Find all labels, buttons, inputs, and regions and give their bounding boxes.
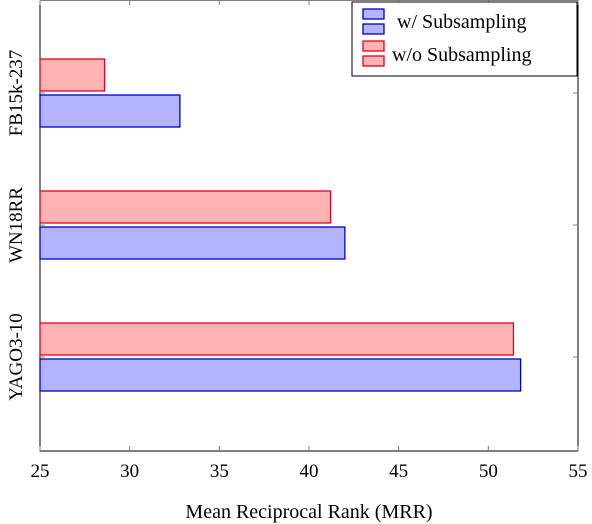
legend-box [351, 1, 578, 77]
legend: w/ Subsampling w/o Subsampling [351, 1, 578, 77]
x-tick-label-50: 50 [479, 461, 498, 482]
x-tick-label-45: 45 [389, 461, 408, 482]
x-tick-label-55: 55 [569, 461, 588, 482]
bars-group [39, 58, 522, 392]
bar-yago3-10-w-subsampling [39, 358, 522, 392]
bar-yago3-10-w-o-subsampling [39, 322, 515, 356]
y-ticks-group: YAGO3-10 WN18RR FB15k-237 [6, 50, 578, 401]
legend-label-with-subsampling: w/ Subsampling [397, 11, 526, 33]
legend-swatch-with-subsampling [362, 8, 385, 20]
legend-swatch-without-subsampling-2 [362, 55, 385, 67]
bar-fb15k-237-w-o-subsampling [39, 58, 106, 92]
y-tick-label-yago3-10: YAGO3-10 [6, 313, 27, 401]
y-tick-label-fb15k-237: FB15k-237 [6, 50, 27, 137]
x-tick-label-35: 35 [210, 461, 229, 482]
legend-swatch-without-subsampling [362, 40, 385, 52]
x-tick-label-40: 40 [300, 461, 319, 482]
legend-swatch-with-subsampling-2 [362, 23, 385, 35]
bar-fb15k-237-w-subsampling [39, 94, 181, 128]
x-tick-label-30: 30 [120, 461, 139, 482]
x-ticks-group: 25 30 35 40 45 50 55 [31, 0, 588, 482]
bar-wn18rr-w-o-subsampling [39, 190, 332, 224]
x-tick-label-25: 25 [31, 461, 50, 482]
x-axis-label: Mean Reciprocal Rank (MRR) [185, 501, 432, 523]
bar-wn18rr-w-subsampling [39, 226, 346, 260]
y-tick-label-wn18rr: WN18RR [6, 187, 27, 263]
legend-label-without-subsampling: w/o Subsampling [392, 44, 531, 66]
